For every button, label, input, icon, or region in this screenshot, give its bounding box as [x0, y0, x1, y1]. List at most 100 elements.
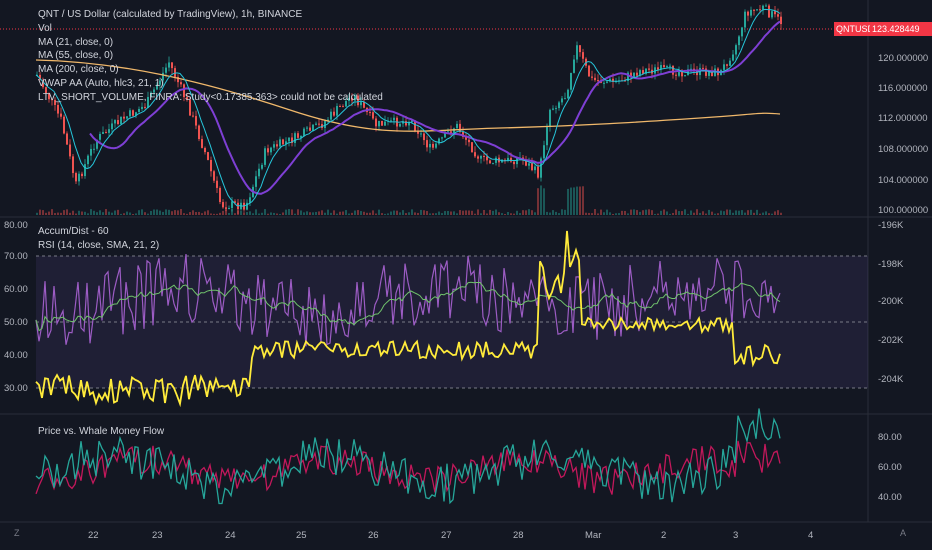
- volume-bar: [54, 213, 56, 215]
- candle-body: [489, 160, 491, 164]
- volume-bar: [561, 209, 563, 215]
- candle-body: [348, 98, 350, 101]
- indicator-whale-money-flow[interactable]: Price vs. Whale Money Flow: [38, 426, 165, 437]
- indicator-ma200[interactable]: MA (200, close, 0): [38, 64, 119, 76]
- candle-body: [471, 142, 473, 153]
- volume-bar: [165, 209, 167, 215]
- volume-bar: [633, 209, 635, 215]
- candle-body: [528, 163, 530, 166]
- time-axis[interactable]: 22 23 24 25 26 27 28 Mar 2 3 4: [88, 530, 813, 541]
- candle-body: [495, 157, 497, 163]
- volume-bar: [336, 213, 338, 215]
- candle-body: [417, 130, 419, 134]
- ad-axis-label: -204K: [878, 374, 904, 385]
- accum-dist-axis[interactable]: -196K -198K -200K -202K -204K: [878, 220, 904, 385]
- volume-bar: [717, 213, 719, 215]
- volume-bar: [114, 210, 116, 215]
- candle-body: [774, 11, 776, 15]
- accum-dist-line: [35, 230, 781, 408]
- price-money-flow-line: [35, 440, 781, 495]
- candle-body: [393, 117, 395, 121]
- price-axis-label: 116.000000: [878, 83, 928, 94]
- volume-bar: [609, 212, 611, 215]
- candle-body: [768, 5, 770, 18]
- candle-body: [120, 116, 122, 125]
- candle-body: [162, 72, 164, 81]
- candle-body: [639, 70, 641, 76]
- volume-bar: [663, 209, 665, 215]
- candle-body: [42, 80, 44, 88]
- indicator-vol[interactable]: Vol: [38, 22, 52, 34]
- volume-bar: [729, 209, 731, 215]
- candle-body: [45, 87, 47, 94]
- volume-bar: [309, 212, 311, 215]
- candle-body: [561, 98, 563, 103]
- volume-bar: [360, 211, 362, 215]
- volume-bar: [144, 212, 146, 215]
- pane3-legend[interactable]: Price vs. Whale Money Flow: [38, 425, 164, 439]
- volume-bar: [219, 212, 221, 215]
- volume-bar: [480, 213, 482, 215]
- volume-bar: [768, 213, 770, 215]
- candle-body: [132, 110, 134, 116]
- last-price-tag[interactable]: 123.428449: [870, 22, 932, 36]
- volume-bar: [654, 213, 656, 215]
- candle-body: [246, 202, 248, 210]
- volume-bar: [687, 213, 689, 215]
- volume-bar: [774, 211, 776, 215]
- candle-body: [60, 113, 62, 117]
- indicator-vwap[interactable]: VWAP AA (Auto, hlc3, 21, 1): [38, 77, 164, 89]
- candle-body: [759, 9, 761, 11]
- candle-body: [516, 157, 518, 165]
- volume-bar: [156, 209, 158, 215]
- symbol-title[interactable]: QNT / US Dollar (calculated by TradingVi…: [38, 9, 303, 20]
- candle-body: [447, 131, 449, 133]
- candle-body: [171, 62, 173, 69]
- candle-body: [402, 121, 404, 124]
- zoom-corner-button[interactable]: Z: [14, 528, 20, 538]
- indicator-rsi[interactable]: RSI (14, close, SMA, 21, 2): [38, 239, 160, 251]
- auto-scale-button[interactable]: A: [900, 528, 907, 538]
- volume-bar: [777, 210, 779, 215]
- pane2-legend[interactable]: Accum/Dist - 60 RSI (14, close, SMA, 21,…: [38, 225, 159, 253]
- volume-bar: [606, 209, 608, 215]
- indicator-ltv-short-volume[interactable]: LTV_SHORT_VOLUME, FINRA: Study<0.17385.3…: [38, 91, 383, 103]
- rsi-line: [35, 253, 781, 347]
- candle-body: [147, 97, 149, 108]
- volume-bar: [57, 212, 59, 215]
- volume-bar: [699, 212, 701, 215]
- volume-bar: [291, 209, 293, 215]
- candle-body: [297, 133, 299, 138]
- candle-body: [627, 72, 629, 81]
- candle-body: [174, 68, 176, 77]
- candle-body: [375, 118, 377, 127]
- volume-bar: [573, 187, 575, 215]
- indicator-ma21[interactable]: MA (21, close, 0): [38, 36, 114, 48]
- indicator-ma55[interactable]: MA (55, close, 0): [38, 50, 114, 62]
- candle-body: [546, 126, 548, 146]
- volume-bar: [405, 213, 407, 215]
- candle-body: [339, 106, 341, 108]
- price-axis[interactable]: 120.000000 116.000000 112.000000 108.000…: [878, 53, 928, 216]
- volume-bar: [243, 212, 245, 215]
- candle-body: [225, 207, 227, 209]
- candle-body: [294, 133, 296, 143]
- indicator-accum-dist[interactable]: Accum/Dist - 60: [38, 226, 109, 237]
- whale-axis-label: 40.00: [878, 492, 902, 503]
- volume-bar: [75, 213, 77, 215]
- candle-body: [696, 70, 698, 76]
- candle-body: [543, 145, 545, 159]
- volume-bar: [153, 209, 155, 215]
- candle-body: [192, 115, 194, 117]
- volume-bar: [120, 213, 122, 215]
- candle-body: [312, 124, 314, 131]
- whale-axis[interactable]: 80.00 60.00 40.00: [878, 432, 902, 503]
- volume-bar: [180, 209, 182, 215]
- main-legend[interactable]: QNT / US Dollar (calculated by TradingVi…: [38, 8, 383, 105]
- volume-bar: [750, 209, 752, 215]
- volume-bar: [345, 210, 347, 215]
- volume-bar: [390, 211, 392, 215]
- ma200-line: [35, 59, 781, 132]
- volume-bar: [222, 210, 224, 215]
